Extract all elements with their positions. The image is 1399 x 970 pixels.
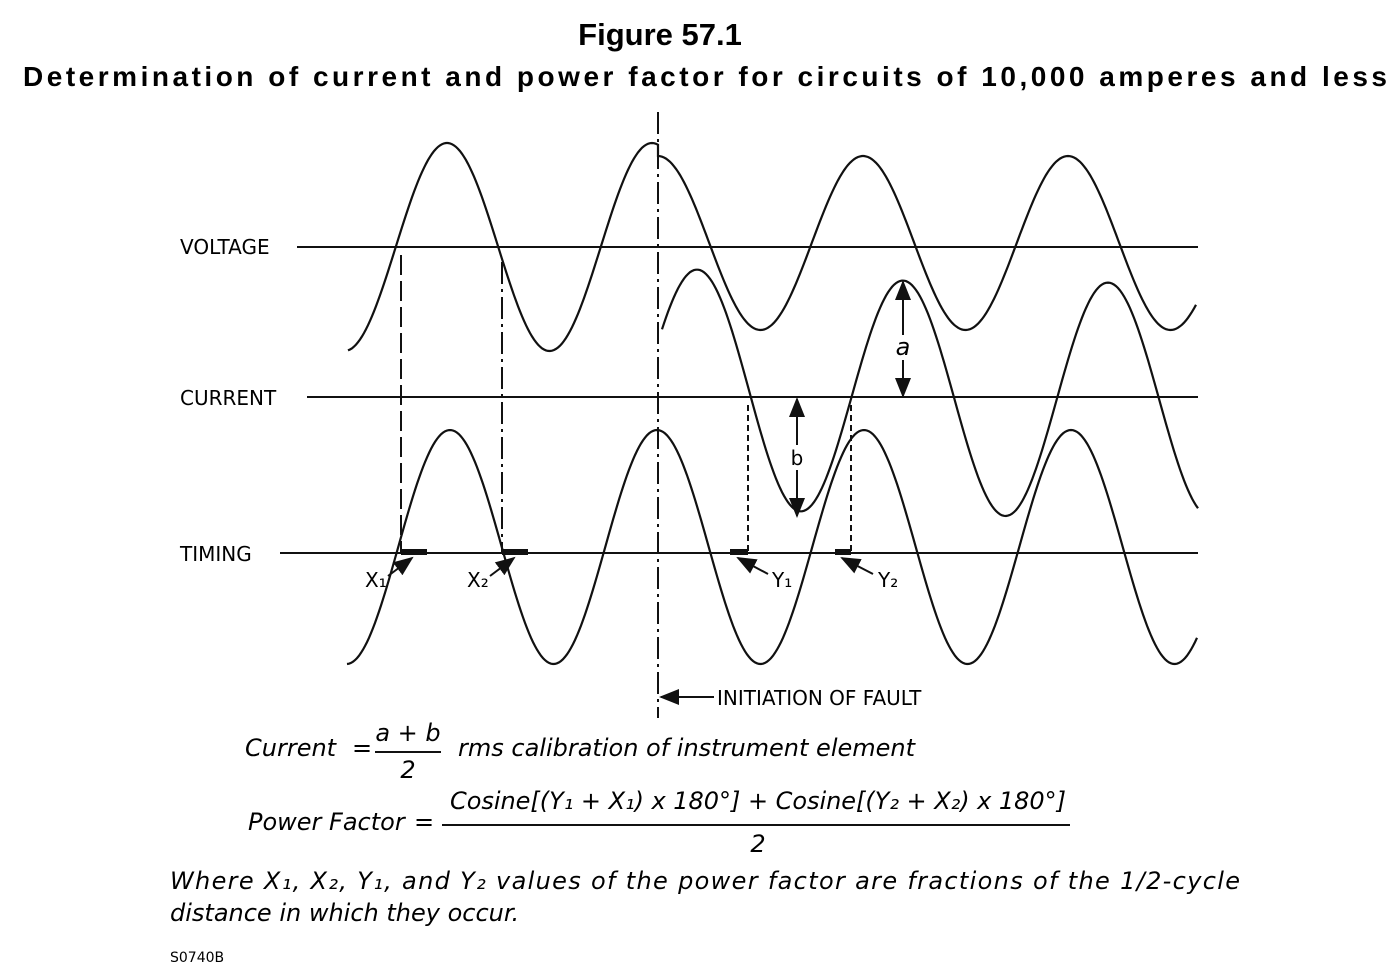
arrow-x2 xyxy=(489,556,516,577)
fault-label: INITIATION OF FAULT xyxy=(717,686,922,710)
pf-lhs: Power Factor xyxy=(248,808,407,836)
current-denominator: 2 xyxy=(400,756,415,784)
note-line: distance in which they occur. xyxy=(170,899,519,927)
current-lhs: Current xyxy=(245,734,338,762)
arrow-x1 xyxy=(387,556,414,577)
timing-wave xyxy=(346,428,1198,666)
label-y1: Y₁ xyxy=(771,568,792,592)
voltage-wave xyxy=(347,141,1197,353)
voltage-label: VOLTAGE xyxy=(180,235,270,259)
pf-numerator: Cosine[(Y₁ + X₁) x 180°] + Cosine[(Y₂ + … xyxy=(450,787,1066,815)
current-numerator: a + b xyxy=(375,719,440,747)
figure-code: S0740B xyxy=(170,950,224,966)
current-wave xyxy=(660,268,1199,518)
title: Figure 57.1 xyxy=(578,17,742,52)
label-y2: Y₂ xyxy=(877,568,898,592)
arrow-y2 xyxy=(840,557,874,575)
label-x2: X₂ xyxy=(467,568,489,592)
timing-label: TIMING xyxy=(179,542,252,566)
pf-eq: = xyxy=(414,808,434,836)
label-x1: X₁ xyxy=(365,568,387,592)
label-a: a xyxy=(896,333,911,361)
current-label: CURRENT xyxy=(180,386,277,410)
current-eq: = xyxy=(352,734,372,762)
current-rhs: rms calibration of instrument element xyxy=(458,734,917,762)
note-line: Where X₁, X₂, Y₁, and Y₂ values of the p… xyxy=(170,867,1240,895)
subtitle: Determination of current and power facto… xyxy=(23,61,1387,92)
arrow-y1 xyxy=(736,557,769,575)
label-b: b xyxy=(791,446,804,470)
pf-denominator: 2 xyxy=(750,830,765,858)
